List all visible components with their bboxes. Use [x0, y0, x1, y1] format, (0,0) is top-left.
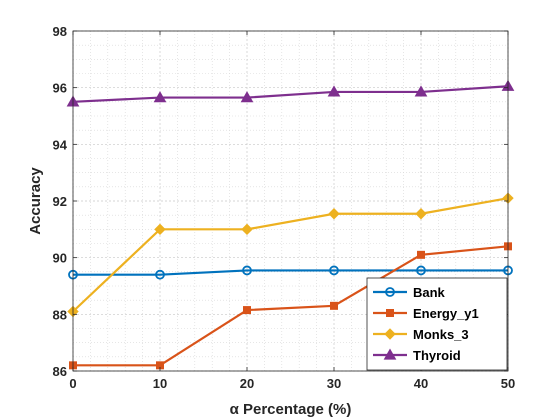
y-tick-label: 96	[53, 81, 67, 96]
data-point-monks-3	[154, 223, 166, 236]
x-tick-label: 30	[327, 376, 341, 391]
legend: Bank Energy_y1 Monks_3 Thyroid	[366, 277, 508, 371]
data-point-energy-y1	[330, 301, 338, 310]
legend-item-energy-y1: Energy_y1	[373, 306, 479, 321]
x-tick-label: 50	[501, 376, 515, 391]
data-point-monks-3	[328, 208, 340, 220]
data-point-energy-y1	[243, 306, 251, 315]
data-point-bank	[329, 265, 339, 276]
legend-label: Thyroid	[413, 348, 461, 363]
data-point-bank	[416, 265, 426, 276]
legend-swatch-marker	[385, 287, 395, 297]
series-line-energy-y1	[73, 245, 509, 367]
y-tick-label: 90	[53, 251, 67, 266]
legend-label: Monks_3	[413, 327, 469, 342]
legend-label: Bank	[413, 285, 446, 300]
legend-swatch-marker	[383, 348, 397, 360]
y-tick-label: 86	[53, 364, 67, 379]
legend-swatch-marker	[386, 309, 394, 317]
legend-item-thyroid: Thyroid	[373, 348, 461, 363]
legend-swatch-marker	[384, 328, 396, 340]
data-point-bank	[242, 265, 252, 276]
series-line-bank	[73, 269, 508, 276]
x-axis-label: α Percentage (%)	[230, 401, 352, 418]
y-tick-label: 88	[53, 307, 67, 322]
series-line-monks-3	[72, 197, 509, 313]
y-tick-label: 92	[53, 194, 67, 209]
series-group	[66, 79, 515, 370]
data-point-monks-3	[241, 223, 253, 236]
data-point-thyroid	[327, 85, 341, 97]
series-bank	[68, 265, 513, 280]
y-tick-label: 94	[53, 137, 68, 152]
x-tick-label: 10	[153, 376, 167, 391]
x-tick-label: 0	[69, 376, 76, 391]
series-line-thyroid	[72, 85, 509, 103]
series-thyroid	[66, 79, 515, 107]
legend-label: Energy_y1	[413, 306, 479, 321]
legend-item-monks-3: Monks_3	[373, 327, 469, 342]
legend-item-bank: Bank	[373, 285, 446, 300]
y-axis-label: Accuracy	[27, 167, 44, 235]
data-point-monks-3	[415, 208, 427, 220]
x-tick-label: 20	[240, 376, 254, 391]
data-point-thyroid	[414, 85, 428, 97]
data-point-energy-y1	[417, 250, 425, 259]
data-point-thyroid	[240, 91, 254, 103]
data-point-bank	[155, 269, 165, 280]
x-tick-label: 40	[414, 376, 428, 391]
y-tick-label: 98	[53, 24, 67, 39]
data-point-thyroid	[153, 91, 167, 103]
